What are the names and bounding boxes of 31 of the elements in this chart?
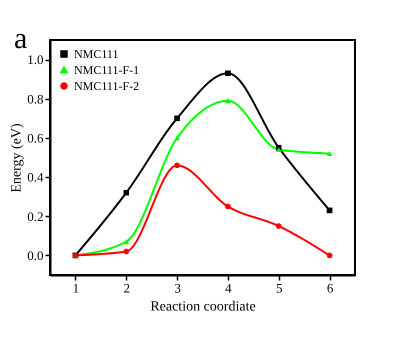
point <box>225 70 231 76</box>
point <box>124 248 129 254</box>
y-tick-label: 0.8 <box>27 91 44 106</box>
point <box>225 204 231 210</box>
point <box>276 147 282 152</box>
point <box>174 116 180 122</box>
point <box>326 151 332 156</box>
text: a <box>14 22 28 55</box>
y-tick-label: 0.6 <box>27 130 44 146</box>
point <box>124 239 129 244</box>
x-tick-label: 5 <box>276 280 282 296</box>
legend-label: NMC111-F-1 <box>74 63 140 77</box>
x-tick-label: 3 <box>174 280 181 296</box>
x-tick-label: 2 <box>124 280 130 296</box>
x-tick-label: 6 <box>326 280 334 296</box>
point <box>225 98 231 104</box>
legend-label: NMC111 <box>74 47 118 61</box>
y-tick-label: 0.4 <box>27 170 44 185</box>
x-tick-label: 4 <box>225 280 232 296</box>
y-tick-label: 1.0 <box>27 52 44 68</box>
y-axis-title: Energy (eV) <box>9 123 24 193</box>
x-axis-title: Reaction coordiate <box>150 300 256 314</box>
point <box>326 252 332 258</box>
point <box>174 136 180 140</box>
y-tick-label: 0.2 <box>27 208 44 224</box>
x-tick-label: 1 <box>72 280 80 296</box>
point <box>174 162 180 168</box>
point <box>276 223 282 229</box>
y-tick-label: 0.0 <box>27 248 44 263</box>
point <box>326 208 332 214</box>
legend-label: NMC111-F-2 <box>74 79 140 93</box>
